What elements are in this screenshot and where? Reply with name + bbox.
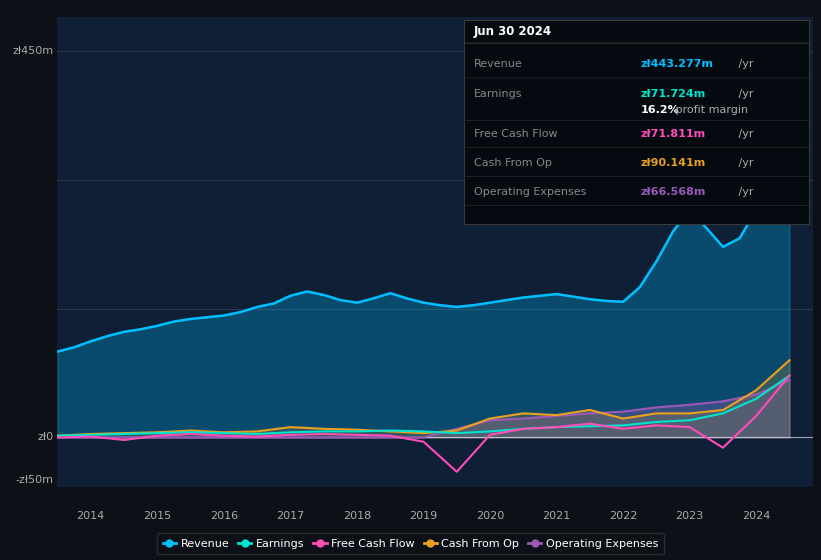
Text: 2019: 2019 xyxy=(410,511,438,521)
Text: zł450m: zł450m xyxy=(12,46,53,56)
Text: 2017: 2017 xyxy=(276,511,305,521)
Text: /yr: /yr xyxy=(735,158,754,168)
Text: Revenue: Revenue xyxy=(474,59,522,69)
Text: 2022: 2022 xyxy=(609,511,637,521)
Text: 2016: 2016 xyxy=(210,511,238,521)
Legend: Revenue, Earnings, Free Cash Flow, Cash From Op, Operating Expenses: Revenue, Earnings, Free Cash Flow, Cash … xyxy=(157,533,664,554)
Text: zł71.811m: zł71.811m xyxy=(640,129,705,139)
Text: 16.2%: 16.2% xyxy=(640,105,679,115)
Text: Jun 30 2024: Jun 30 2024 xyxy=(474,25,552,39)
Text: 2021: 2021 xyxy=(543,511,571,521)
Text: -zł50m: -zł50m xyxy=(16,475,53,486)
Text: zł443.277m: zł443.277m xyxy=(640,59,713,69)
Text: 2024: 2024 xyxy=(742,511,770,521)
Text: profit margin: profit margin xyxy=(672,105,748,115)
Text: Cash From Op: Cash From Op xyxy=(474,158,552,168)
Text: 2015: 2015 xyxy=(143,511,172,521)
Text: /yr: /yr xyxy=(735,59,754,69)
Text: /yr: /yr xyxy=(735,129,754,139)
Text: Earnings: Earnings xyxy=(474,88,522,99)
Text: /yr: /yr xyxy=(735,187,754,197)
Text: 2023: 2023 xyxy=(676,511,704,521)
Text: zł90.141m: zł90.141m xyxy=(640,158,705,168)
Text: 2020: 2020 xyxy=(476,511,504,521)
Text: zł66.568m: zł66.568m xyxy=(640,187,706,197)
Text: /yr: /yr xyxy=(735,88,754,99)
Text: Free Cash Flow: Free Cash Flow xyxy=(474,129,557,139)
Text: zł71.724m: zł71.724m xyxy=(640,88,705,99)
Text: 2018: 2018 xyxy=(343,511,371,521)
Text: Operating Expenses: Operating Expenses xyxy=(474,187,586,197)
Text: 2014: 2014 xyxy=(76,511,105,521)
Text: zł0: zł0 xyxy=(38,432,53,442)
